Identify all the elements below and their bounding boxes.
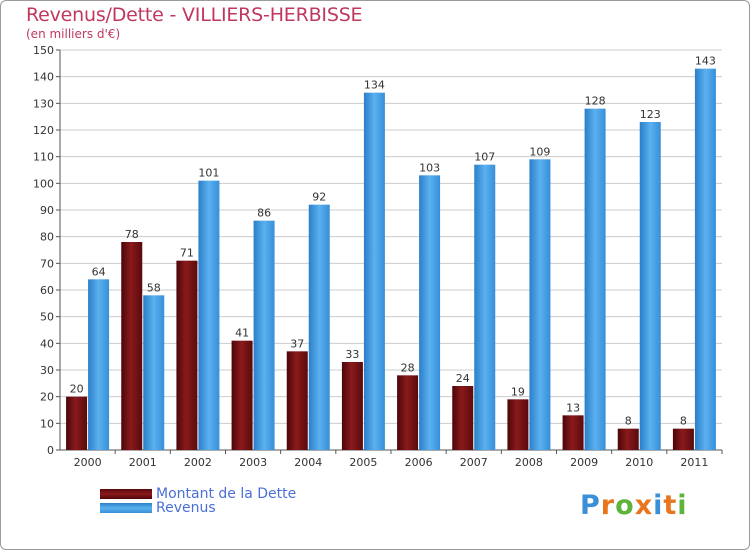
bar-dette-2005	[341, 362, 363, 450]
y-tick-label-60: 60	[40, 284, 54, 297]
value-label-dette-2006: 28	[401, 361, 415, 374]
value-label-dette-2001: 78	[125, 228, 139, 241]
y-tick-label-110: 110	[33, 151, 54, 164]
x-tick-label-2000: 2000	[74, 456, 102, 469]
y-tick-label-90: 90	[40, 204, 54, 217]
value-label-dette-2009: 13	[566, 401, 580, 414]
value-label-revenus-2005: 134	[364, 79, 385, 92]
x-tick-label-2002: 2002	[184, 456, 212, 469]
bar-dette-2009	[562, 415, 584, 450]
y-tick-label-30: 30	[40, 364, 54, 377]
legend-label-revenus: Revenus	[156, 500, 216, 516]
bar-revenus-2009	[584, 108, 606, 451]
x-tick-label-2008: 2008	[515, 456, 543, 469]
y-tick-label-100: 100	[33, 177, 54, 190]
legend-label-dette: Montant de la Dette	[156, 486, 297, 502]
bar-dette-2006	[397, 375, 419, 450]
legend-item-revenus: Revenus	[100, 500, 216, 516]
bar-revenus-2007	[474, 164, 496, 450]
bar-revenus-2011	[694, 68, 716, 451]
value-label-dette-2010: 8	[625, 415, 632, 428]
x-tick-label-2001: 2001	[129, 456, 157, 469]
proxiti-logo: Proxiti	[580, 490, 688, 521]
bar-dette-2002	[176, 260, 198, 450]
value-label-revenus-2008: 109	[529, 145, 550, 158]
legend-swatch-dette	[100, 489, 152, 499]
value-label-revenus-2004: 92	[312, 191, 326, 204]
bar-revenus-2001	[143, 295, 165, 450]
value-label-revenus-2010: 123	[640, 108, 661, 121]
value-label-dette-2007: 24	[456, 372, 470, 385]
value-label-dette-2003: 41	[235, 327, 249, 340]
value-label-dette-2004: 37	[290, 337, 304, 350]
y-tick-label-80: 80	[40, 231, 54, 244]
x-tick-label-2003: 2003	[239, 456, 267, 469]
value-label-dette-2011: 8	[680, 415, 687, 428]
x-tick-label-2009: 2009	[570, 456, 598, 469]
y-tick-label-120: 120	[33, 124, 54, 137]
grid	[60, 49, 722, 424]
value-label-revenus-2001: 58	[147, 281, 161, 294]
logo-letter: i	[677, 490, 688, 521]
value-label-revenus-2007: 107	[474, 151, 495, 164]
y-tick-label-50: 50	[40, 311, 54, 324]
value-label-dette-2005: 33	[345, 348, 359, 361]
bar-dette-2010	[617, 428, 639, 450]
logo-letter: t	[663, 490, 678, 521]
logo-letter: x	[634, 490, 654, 521]
bar-dette-2007	[452, 386, 474, 450]
legend-swatch-revenus	[100, 503, 152, 513]
bar-dette-2000	[66, 396, 88, 450]
y-tick-label-0: 0	[47, 444, 54, 457]
bar-dette-2011	[672, 428, 694, 450]
bars	[66, 68, 716, 451]
axes: 0 10 20 30 40 50 60 70 80 90 100 110 120 130 140 150 200…	[33, 44, 723, 469]
bar-dette-2001	[121, 242, 143, 450]
bar-dette-2003	[231, 340, 253, 450]
logo-letter: r	[600, 490, 616, 521]
x-tick-label-2011: 2011	[680, 456, 708, 469]
logo-letter: i	[653, 490, 664, 521]
logo-letter: P	[580, 490, 601, 521]
value-label-revenus-2009: 128	[585, 95, 606, 108]
bar-revenus-2004	[308, 204, 330, 450]
value-label-dette-2008: 19	[511, 385, 525, 398]
x-tick-label-2010: 2010	[625, 456, 653, 469]
legend-item-dette: Montant de la Dette	[100, 486, 296, 502]
x-tick-label-2004: 2004	[294, 456, 322, 469]
bar-revenus-2006	[419, 175, 441, 451]
bar-revenus-2000	[88, 279, 110, 450]
bar-revenus-2008	[529, 159, 551, 451]
x-tick-label-2007: 2007	[460, 456, 488, 469]
value-label-dette-2000: 20	[70, 383, 84, 396]
value-label-revenus-2003: 86	[257, 207, 271, 220]
y-tick-label-140: 140	[33, 71, 54, 84]
y-tick-label-70: 70	[40, 257, 54, 270]
y-tick-label-20: 20	[40, 391, 54, 404]
y-tick-label-150: 150	[33, 44, 54, 57]
y-tick-label-10: 10	[40, 417, 54, 430]
value-label-dette-2002: 71	[180, 247, 194, 260]
x-tick-label-2005: 2005	[349, 456, 377, 469]
bar-revenus-2005	[363, 92, 385, 451]
value-labels: 20 64 78 58 71 101 41 86 37 92 33 134 28 103 24 107 19 10…	[70, 55, 716, 428]
bar-dette-2004	[286, 351, 308, 450]
value-label-revenus-2011: 143	[695, 55, 716, 68]
chart-title: Revenus/Dette - VILLIERS-HERBISSE	[26, 4, 363, 26]
logo-letter: o	[615, 490, 635, 521]
bar-revenus-2002	[198, 180, 220, 450]
x-tick-label-2006: 2006	[405, 456, 433, 469]
bar-revenus-2003	[253, 220, 275, 450]
value-label-revenus-2000: 64	[92, 265, 106, 278]
y-tick-label-130: 130	[33, 97, 54, 110]
chart-subtitle: (en milliers d'€)	[26, 27, 121, 41]
bar-dette-2008	[507, 399, 529, 450]
value-label-revenus-2006: 103	[419, 161, 440, 174]
bar-revenus-2010	[639, 122, 661, 450]
y-tick-label-40: 40	[40, 337, 54, 350]
value-label-revenus-2002: 101	[198, 167, 219, 180]
